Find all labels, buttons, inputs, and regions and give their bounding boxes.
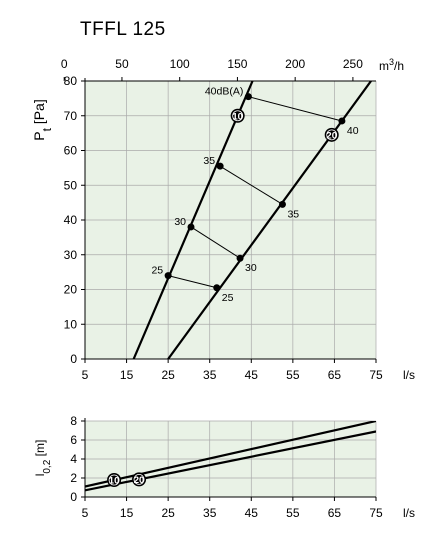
series-badge-20-throw-ring xyxy=(133,474,145,485)
sound-level-point xyxy=(278,200,286,208)
y-tick-label: 4 xyxy=(70,452,77,466)
series-badge-10-throw-label: 10 xyxy=(109,475,120,486)
x-tick-label: 75 xyxy=(369,506,383,520)
series-line-10 xyxy=(132,81,254,359)
sound-level-label: 40dB(A) xyxy=(205,86,244,98)
top-tick-label: 250 xyxy=(343,57,363,71)
y-tick-label: 50 xyxy=(64,178,78,192)
sound-level-point xyxy=(216,162,224,170)
x-tick-label: 45 xyxy=(245,506,259,520)
series-badge-10-ring xyxy=(232,110,244,122)
series-badge-20-ring xyxy=(326,129,338,141)
x-tick-label: 25 xyxy=(161,368,175,382)
sound-level-point xyxy=(244,93,252,101)
x-tick-label: 65 xyxy=(328,368,342,382)
x-tick-label: 45 xyxy=(245,368,259,382)
y-tick-label: 2 xyxy=(70,471,77,485)
y-tick-label: 20 xyxy=(64,283,78,297)
top-tick-label: 100 xyxy=(170,57,190,71)
chart-title: TFFL 125 xyxy=(80,19,166,40)
y-tick-label: 8 xyxy=(70,414,77,428)
top-tick-label: 150 xyxy=(227,57,247,71)
sound-level-label: 40 xyxy=(347,125,359,137)
top-tick-label: 200 xyxy=(285,57,305,71)
x-tick-label: 5 xyxy=(82,368,89,382)
sound-level-point xyxy=(164,272,172,280)
y-axis-label: Pt [Pa] xyxy=(31,99,54,140)
y-tick-label: 60 xyxy=(64,144,78,158)
x-tick-label: 35 xyxy=(203,506,217,520)
x-tick-label: 15 xyxy=(120,368,134,382)
sound-level-label: 30 xyxy=(245,262,257,274)
x-tick-label: 55 xyxy=(286,506,300,520)
sound-level-point xyxy=(187,223,195,231)
y-tick-label: 30 xyxy=(64,248,78,262)
sound-connector-line xyxy=(248,96,343,122)
sound-connector-line xyxy=(219,165,283,205)
y-tick-label: 0 xyxy=(70,352,77,366)
y-tick-label: 40 xyxy=(64,213,78,227)
series-badge-10-throw-ring xyxy=(108,474,120,486)
x-tick-label: 25 xyxy=(161,506,175,520)
top-tick-label: 0 xyxy=(61,57,68,71)
sound-level-label: 35 xyxy=(287,208,299,220)
sound-level-label: 35 xyxy=(203,155,215,167)
sound-level-label: 25 xyxy=(151,265,163,277)
x-tick-label: 55 xyxy=(286,368,300,382)
x-tick-label: 35 xyxy=(203,368,217,382)
x-tick-label: 15 xyxy=(120,506,134,520)
y-tick-label: 6 xyxy=(70,433,77,447)
y-tick-label: 70 xyxy=(64,109,78,123)
series-badge-20-throw-label: 20 xyxy=(134,475,145,486)
x-tick-label: 75 xyxy=(369,368,383,382)
y-tick-label: 10 xyxy=(64,317,78,331)
sound-level-point xyxy=(338,117,346,125)
series-badge-10-label: 10 xyxy=(232,111,243,122)
x-tick-label: 5 xyxy=(82,506,89,520)
x-tick-label: 65 xyxy=(328,506,342,520)
sound-level-label: 25 xyxy=(222,292,234,304)
y-tick-label: 80 xyxy=(64,74,78,88)
sound-connector-line xyxy=(190,226,241,259)
y-tick-label: 0 xyxy=(70,490,77,504)
sound-connector-line xyxy=(168,275,217,289)
series-line-20 xyxy=(167,81,372,359)
sound-level-point xyxy=(236,254,244,262)
sound-level-label: 30 xyxy=(174,216,186,228)
throw-length-chart: 0 2 4 6 8 5 15 25 35 45 55 65 75 l/s l0,2 [m] 10 20 xyxy=(33,414,415,520)
x-axis-label: l/s xyxy=(403,506,415,520)
sound-level-point xyxy=(213,284,221,292)
series-badge-20-label: 20 xyxy=(326,130,337,141)
y-axis-label-throw: l0,2 [m] xyxy=(33,440,53,477)
top-tick-label: 50 xyxy=(115,57,129,71)
main-chart: 0 10 20 30 40 50 60 70 80 5 15 25 35 45 55 65 75 l/s 0 50 10… xyxy=(31,57,415,382)
top-axis-label: m3/h xyxy=(379,57,404,73)
x-axis-label: l/s xyxy=(403,368,415,382)
